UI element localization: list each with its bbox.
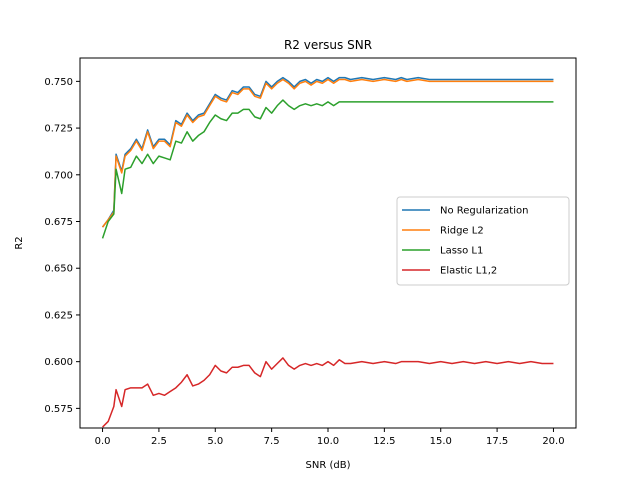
y-tick-label: 0.625: [44, 310, 73, 321]
y-tick-label: 0.600: [44, 357, 73, 368]
y-axis-ticks: 0.575 0.600 0.625 0.650 0.675 0.700 0.725 0.750: [44, 77, 80, 415]
y-tick-label: 0.750: [44, 77, 73, 88]
series-line-3: [102, 357, 554, 428]
series-line-1: [101, 78, 554, 228]
legend: No Regularization Ridge L2 Lasso L1 Elastic…: [396, 196, 570, 286]
legend-box: [396, 196, 570, 286]
x-tick-label: 5.0: [207, 436, 223, 447]
x-axis-ticks: 0.0 2.5 5.0 7.5 10.0 12.5 15.0 17.5 20.0: [95, 428, 565, 447]
x-tick-label: 15.0: [430, 436, 452, 447]
x-axis-label: SNR (dB): [306, 460, 351, 471]
legend-label-3: Elastic L1,2: [440, 266, 497, 277]
legend-label-0: No Regularization: [440, 206, 528, 217]
x-tick-label: 12.5: [373, 436, 395, 447]
x-tick-label: 0.0: [95, 436, 111, 447]
x-tick-label: 10.0: [317, 436, 339, 447]
chart-title: R2 versus SNR: [284, 38, 372, 52]
y-axis-label: R2: [14, 236, 25, 249]
x-tick-label: 2.5: [151, 436, 167, 447]
series-lines: [101, 76, 554, 428]
x-tick-label: 20.0: [542, 436, 564, 447]
y-tick-label: 0.725: [44, 124, 73, 135]
x-tick-label: 7.5: [264, 436, 280, 447]
y-tick-label: 0.575: [44, 404, 73, 415]
x-tick-label: 17.5: [486, 436, 508, 447]
legend-label-2: Lasso L1: [440, 246, 483, 257]
series-line-2: [101, 99, 554, 239]
y-tick-label: 0.700: [44, 170, 73, 181]
y-tick-label: 0.675: [44, 217, 73, 228]
series-line-0: [101, 76, 554, 228]
y-tick-label: 0.650: [44, 264, 73, 275]
legend-label-1: Ridge L2: [440, 226, 484, 237]
